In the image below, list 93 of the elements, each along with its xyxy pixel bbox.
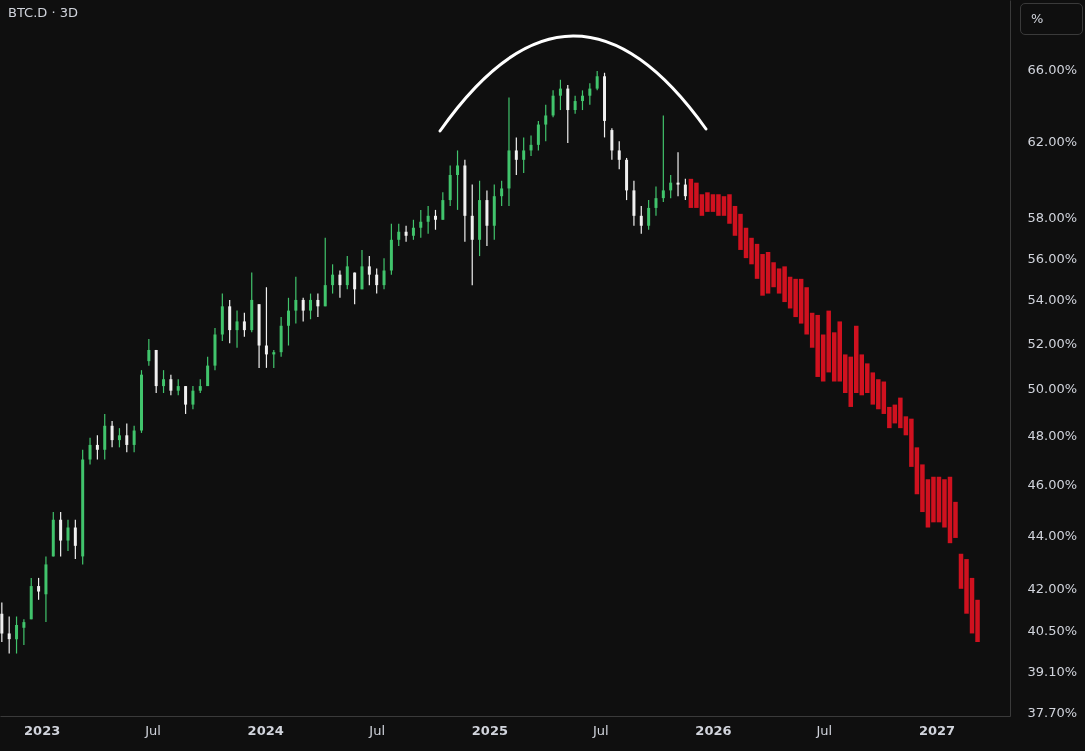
y-tick-label: 42.00%: [1027, 581, 1078, 597]
candlestick: [566, 84, 570, 144]
x-tick-label: Jul: [815, 722, 833, 738]
candlestick: [683, 178, 687, 201]
y-tick-label: 48.00%: [1027, 427, 1078, 443]
candlestick: [309, 292, 313, 320]
candlestick: [558, 79, 562, 111]
candlestick: [95, 434, 99, 461]
x-tick-label: Jul: [368, 722, 386, 738]
candlestick: [360, 249, 364, 290]
y-tick-label: 66.00%: [1027, 61, 1078, 77]
candlestick: [169, 374, 173, 396]
candlestick: [184, 385, 188, 415]
candlestick: [536, 120, 540, 152]
candlestick: [15, 615, 19, 655]
candlestick: [654, 185, 658, 217]
x-tick-label: Jul: [144, 722, 161, 738]
y-tick-label: 58.00%: [1027, 210, 1078, 226]
candlestick: [661, 114, 665, 203]
candlestick: [610, 127, 614, 161]
candlestick: [411, 219, 415, 241]
candlestick: [676, 151, 680, 197]
candlestick: [404, 225, 408, 243]
candlestick: [235, 310, 239, 349]
candlestick: [228, 299, 232, 344]
y-tick-label: 54.00%: [1027, 292, 1078, 308]
candlestick: [147, 338, 151, 367]
candlestick: [323, 237, 327, 307]
candlestick: [580, 89, 584, 111]
candlestick: [426, 205, 430, 235]
x-tick-label: Jul: [591, 722, 609, 738]
candlestick: [470, 183, 474, 286]
candlestick: [456, 149, 460, 211]
candlestick: [22, 618, 26, 646]
candlestick: [367, 255, 371, 286]
candlestick: [301, 297, 305, 323]
x-tick-label: 2024: [247, 722, 284, 738]
y-tick-label: 52.00%: [1027, 335, 1078, 351]
candlestick: [514, 136, 518, 176]
y-tick-label: 50.00%: [1027, 380, 1078, 396]
y-tick-label: 62.00%: [1027, 133, 1078, 149]
y-tick-label: 46.00%: [1027, 476, 1078, 492]
candlestick: [397, 223, 401, 247]
candlestick: [669, 174, 673, 199]
y-tick-label: 39.10%: [1027, 663, 1078, 679]
candlestick: [206, 356, 210, 387]
candlestick: [286, 297, 290, 347]
candlestick: [294, 276, 298, 325]
candlestick: [125, 422, 129, 453]
candlestick: [0, 601, 4, 643]
candlestick: [353, 271, 357, 305]
candlestick: [639, 205, 643, 235]
candlestick: [7, 615, 11, 655]
y-tick-label: 44.00%: [1027, 527, 1078, 543]
candlestick: [242, 312, 246, 338]
x-tick-label: 2023: [24, 722, 61, 738]
y-tick-label: 37.70%: [1027, 705, 1078, 721]
candlestick: [37, 577, 41, 601]
candlestick: [617, 140, 621, 170]
candlestick: [331, 263, 335, 295]
candlestick: [441, 191, 445, 221]
y-tick-label: 40.50%: [1027, 623, 1078, 639]
candlestick: [316, 292, 320, 318]
candlestick: [103, 413, 107, 461]
chart-title: BTC.D · 3D: [8, 5, 78, 20]
candlestick: [433, 209, 437, 231]
candlestick: [419, 209, 423, 239]
candlestick: [191, 385, 195, 410]
candlestick: [59, 511, 63, 558]
x-tick-label: 2027: [918, 722, 956, 738]
candlestick: [139, 369, 143, 434]
candlestick: [110, 420, 114, 448]
candlestick: [338, 269, 342, 299]
candlestick: [132, 425, 136, 453]
y-tick-label: 56.00%: [1027, 250, 1078, 266]
candlestick: [117, 427, 121, 448]
x-tick-label: 2026: [695, 722, 732, 738]
candlestick: [345, 255, 349, 290]
candlestick: [551, 89, 555, 118]
candlestick: [500, 180, 504, 207]
candlestick: [595, 70, 599, 91]
candlestick: [588, 82, 592, 106]
candlestick: [382, 257, 386, 290]
scale-button: %: [1020, 3, 1083, 35]
candlestick: [88, 437, 92, 466]
candlestick: [522, 136, 526, 174]
candlestick: [162, 369, 166, 394]
candlestick: [66, 519, 70, 552]
x-tick-label: 2025: [471, 722, 508, 738]
candlestick: [73, 519, 77, 560]
candlestick: [647, 199, 651, 231]
candlestick: [544, 104, 548, 142]
candlestick: [375, 267, 379, 295]
